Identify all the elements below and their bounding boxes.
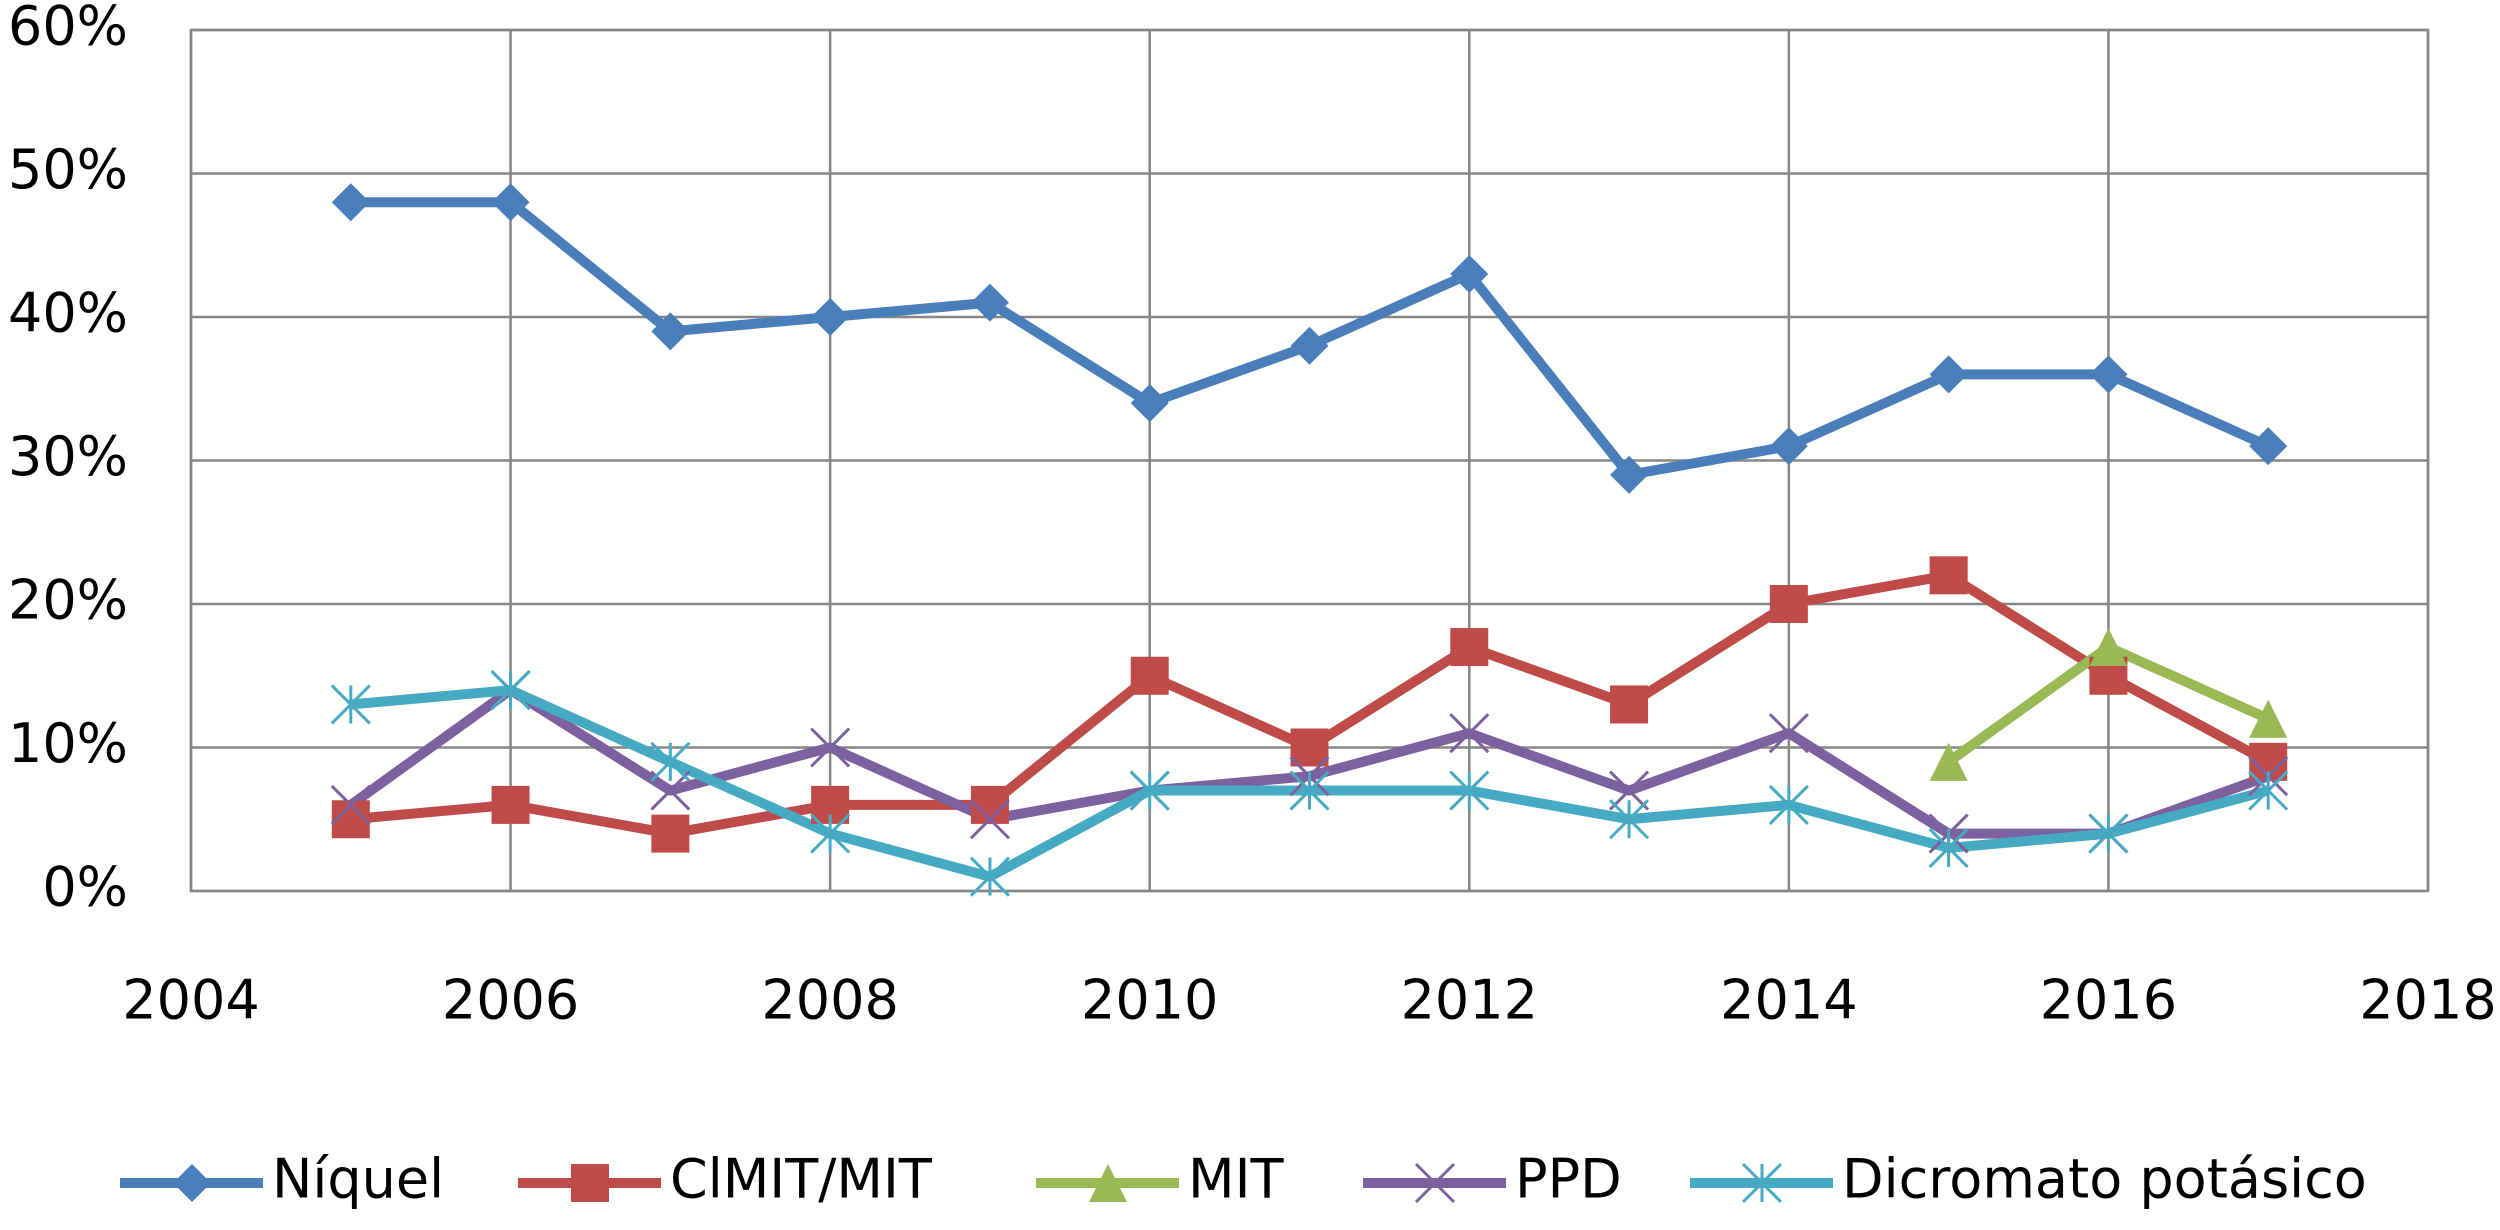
legend-label: Dicromato potásico [1842, 1148, 2367, 1211]
marker [331, 183, 370, 222]
marker [651, 814, 690, 853]
marker [1929, 556, 1968, 595]
marker [490, 670, 531, 711]
y-tick-label: 0% [42, 856, 128, 919]
y-tick-label: 40% [8, 282, 128, 345]
x-tick-label: 2018 [2359, 969, 2496, 1032]
marker [1768, 784, 1809, 825]
marker [1610, 685, 1649, 724]
marker [810, 727, 851, 768]
marker [1609, 770, 1650, 811]
marker [1290, 326, 1329, 365]
marker [1769, 427, 1808, 466]
x-tick-label: 2016 [2040, 969, 2177, 1032]
marker [1089, 1164, 1127, 1202]
legend-label: ClMIT/MIT [670, 1148, 933, 1211]
marker [1129, 770, 1170, 811]
plot-border [189, 28, 2430, 893]
marker [491, 785, 530, 824]
marker [330, 784, 371, 825]
marker [330, 684, 371, 725]
y-tick-label: 10% [8, 712, 128, 775]
legend-label: Níquel [272, 1148, 444, 1211]
x-tick-label: 2014 [1720, 969, 1857, 1032]
x-tick-label: 2010 [1081, 969, 1218, 1032]
marker [970, 283, 1009, 322]
marker [1130, 656, 1169, 695]
marker [2249, 427, 2288, 466]
marker [1449, 713, 1490, 754]
marker [1450, 254, 1489, 293]
marker [173, 1164, 211, 1202]
marker [1289, 770, 1330, 811]
marker [1290, 728, 1329, 767]
marker [491, 183, 530, 222]
marker [1928, 827, 1969, 869]
marker [969, 799, 1010, 840]
marker [1929, 355, 1968, 394]
marker [2089, 628, 2128, 667]
marker [1741, 1162, 1783, 1204]
marker [2248, 770, 2289, 811]
marker [1768, 713, 1809, 754]
marker [650, 770, 691, 811]
y-tick-label: 20% [8, 569, 128, 632]
marker [1929, 742, 1968, 781]
legend-label: PPD [1515, 1148, 1622, 1211]
marker [571, 1164, 609, 1202]
marker [1414, 1162, 1456, 1204]
marker [650, 741, 691, 782]
x-tick-label: 2004 [122, 969, 259, 1032]
marker [810, 813, 851, 854]
x-tick-label: 2006 [442, 969, 579, 1032]
marker [811, 298, 850, 336]
marker [1130, 384, 1169, 423]
y-tick-label: 50% [8, 138, 128, 201]
legend-label: MIT [1188, 1148, 1285, 1211]
marker [2249, 699, 2288, 738]
x-tick-label: 2008 [761, 969, 898, 1032]
x-tick-label: 2012 [1401, 969, 1538, 1032]
marker [651, 312, 690, 351]
marker [2089, 355, 2128, 394]
marker [1449, 770, 1490, 811]
marker [1769, 585, 1808, 623]
marker [2088, 813, 2129, 854]
y-tick-label: 60% [8, 0, 128, 58]
marker [1450, 628, 1489, 667]
marker [1609, 799, 1650, 840]
marker [1610, 455, 1649, 494]
marker [969, 856, 1010, 897]
y-tick-label: 30% [8, 425, 128, 488]
